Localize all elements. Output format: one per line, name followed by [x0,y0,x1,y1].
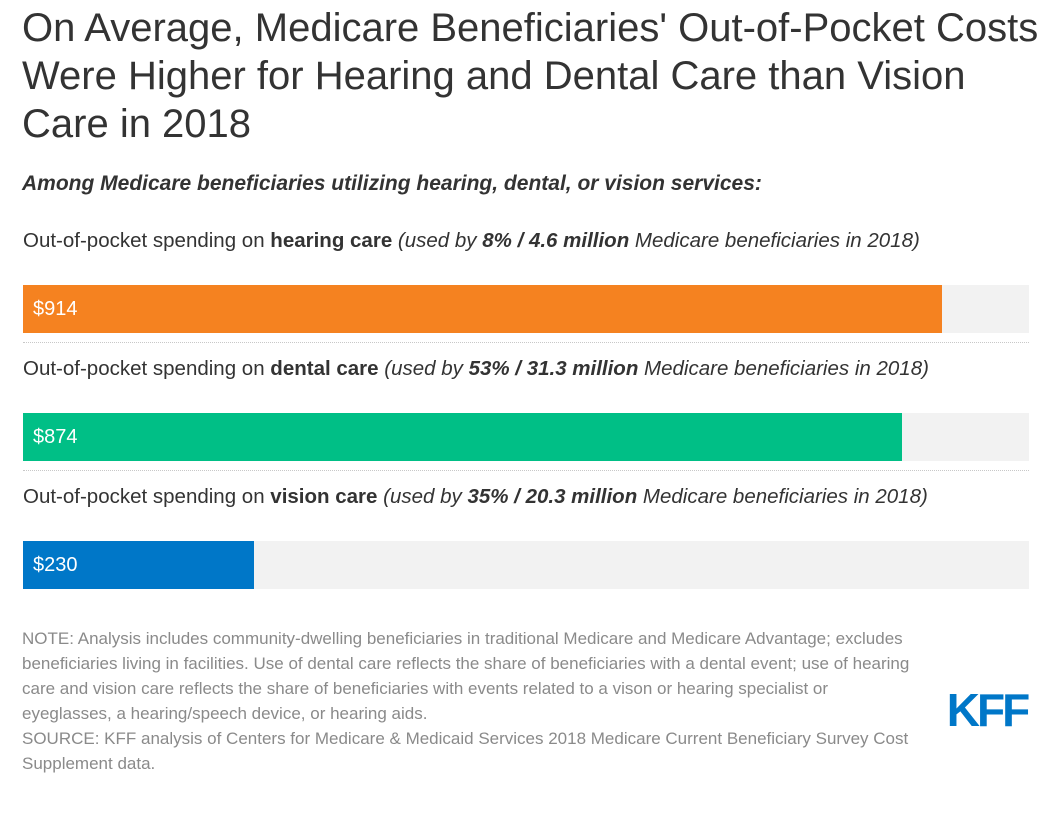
chart-title: On Average, Medicare Beneficiaries' Out-… [22,6,1039,146]
bar-track-dental: $874 [23,413,1029,461]
bar-track-hearing: $914 [23,285,1029,333]
kff-logo-text: KFF [947,688,1029,730]
label-note-close: Medicare beneficiaries in 2018) [629,229,920,252]
label-stat: 8% / 4.6 million [482,229,630,252]
bar-value-label-dental: $874 [33,426,78,448]
bar-label-dental: Out-of-pocket spending on dental care (u… [23,356,1029,381]
label-prefix: Out-of-pocket spending on [23,357,271,380]
label-prefix: Out-of-pocket spending on [23,229,271,252]
bar-value-label-hearing: $914 [33,298,78,320]
label-note-close: Medicare beneficiaries in 2018) [638,357,929,380]
bar-row-hearing: Out-of-pocket spending on hearing care (… [23,228,1029,354]
bar-hearing: $914 [23,285,942,333]
footnote-source: SOURCE: KFF analysis of Centers for Medi… [22,729,909,773]
kff-logo: KFF [947,688,1032,730]
label-note-open: (used by [377,485,468,508]
bar-track-vision: $230 [23,541,1029,589]
label-category: dental care [270,357,379,380]
footnote: NOTE: Analysis includes community-dwelli… [22,626,922,776]
bar-label-hearing: Out-of-pocket spending on hearing care (… [23,228,1029,253]
bar-row-vision: Out-of-pocket spending on vision care (u… [23,484,1029,590]
bar-label-vision: Out-of-pocket spending on vision care (u… [23,484,1029,509]
label-stat: 53% / 31.3 million [468,357,639,380]
label-prefix: Out-of-pocket spending on [23,485,271,508]
label-note-open: (used by [378,357,469,380]
chart-subtitle: Among Medicare beneficiaries utilizing h… [22,172,762,195]
bar-dental: $874 [23,413,902,461]
label-note-open: (used by [392,229,483,252]
label-category: hearing care [270,229,393,252]
label-stat: 35% / 20.3 million [467,485,638,508]
row-divider [23,470,1029,471]
bar-row-dental: Out-of-pocket spending on dental care (u… [23,356,1029,482]
label-note-close: Medicare beneficiaries in 2018) [637,485,928,508]
bar-value-label-vision: $230 [33,554,78,576]
footnote-note: NOTE: Analysis includes community-dwelli… [22,629,910,723]
label-category: vision care [270,485,378,508]
row-divider [23,342,1029,343]
bar-vision: $230 [23,541,254,589]
